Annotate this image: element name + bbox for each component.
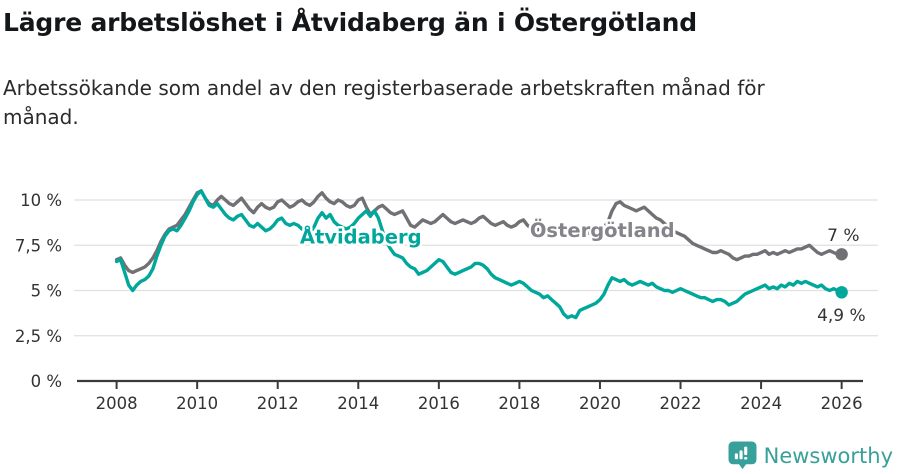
x-tick-label: 2024 — [740, 394, 782, 413]
page-subtitle: Arbetssökande som andel av den registerb… — [3, 74, 765, 132]
y-tick-label: 5 % — [31, 282, 62, 301]
x-tick-label: 2010 — [176, 394, 218, 413]
series-endpoint-dot-0 — [835, 248, 848, 261]
y-tick-label: 0 % — [31, 372, 62, 391]
x-tick-label: 2016 — [418, 394, 460, 413]
newsworthy-pin-icon — [728, 441, 757, 470]
y-tick-label: 2,5 % — [15, 327, 62, 346]
subtitle-line-2: månad. — [3, 105, 79, 129]
series-label-1: Östergötland — [530, 218, 675, 242]
x-tick-label: 2022 — [660, 394, 702, 413]
x-tick-label: 2014 — [337, 394, 379, 413]
newsworthy-brand-text: Newsworthy — [763, 443, 893, 468]
series-label-0: Åtvidaberg — [300, 224, 422, 248]
x-tick-label: 2026 — [821, 394, 863, 413]
newsworthy-logo: Newsworthy — [728, 441, 893, 470]
bar-chart-exclamation-glyph — [734, 446, 747, 460]
y-tick-label: 10 % — [20, 191, 62, 210]
x-tick-label: 2020 — [579, 394, 621, 413]
series-line-1 — [114, 189, 844, 320]
y-tick-label: 7,5 % — [15, 236, 62, 255]
end-value-label-1: 4,9 % — [817, 306, 866, 326]
x-tick-label: 2012 — [257, 394, 299, 413]
series-line-0 — [114, 189, 844, 275]
x-tick-label: 2008 — [96, 394, 138, 413]
end-value-label-0: 7 % — [827, 226, 859, 246]
subtitle-line-1: Arbetssökande som andel av den registerb… — [3, 76, 765, 100]
series-endpoint-dot-1 — [835, 286, 848, 299]
x-tick-label: 2018 — [498, 394, 540, 413]
page-title: Lägre arbetslöshet i Åtvidaberg än i Öst… — [3, 8, 697, 37]
